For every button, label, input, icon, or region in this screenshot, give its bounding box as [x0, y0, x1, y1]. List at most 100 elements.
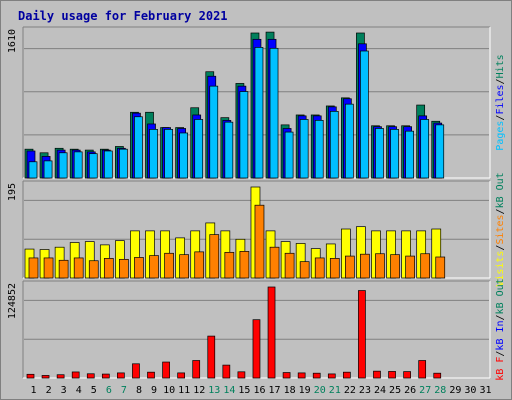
legend-separator: / [495, 245, 506, 251]
pages-bar [194, 119, 204, 179]
top-panel-legend-hits: Hits [495, 54, 506, 78]
middle-panel-legend-kb-out: kB Out [495, 172, 506, 208]
day-label: 2 [46, 385, 52, 396]
day-label: 27 [419, 385, 431, 396]
sites-bar [390, 254, 400, 279]
day-label: 6 [106, 385, 112, 396]
pages-bar [179, 132, 188, 179]
sites-bar [239, 251, 250, 279]
kb-f-bar [343, 371, 351, 379]
kb-f-bar [41, 375, 50, 379]
day-label: 30 [464, 385, 476, 396]
pages-bar [43, 160, 53, 179]
day-label: 10 [163, 385, 175, 396]
kb-f-bar [373, 370, 381, 379]
day-label: 3 [61, 385, 67, 396]
sites-bar [179, 254, 189, 279]
sites-bar [119, 258, 129, 279]
sites-bar [209, 234, 220, 279]
bottom-panel-max-label: 124852 [7, 283, 18, 319]
top-panel-legend-pages: Pages [495, 121, 506, 151]
pages-bar [405, 130, 414, 179]
top-panel-legend: Pages/Files/Hits [495, 54, 506, 150]
top-panel-max-label: 1610 [7, 29, 18, 53]
day-label: 22 [344, 385, 356, 396]
sites-bar [405, 255, 415, 279]
sites-bar [28, 257, 39, 279]
kb-f-bar [117, 372, 125, 379]
sites-bar [360, 253, 370, 279]
middle-panel-legend-visits: Visits [495, 251, 506, 287]
pages-bar [73, 151, 83, 179]
day-label: 13 [208, 385, 220, 396]
kb-f-bar [252, 319, 261, 379]
day-label: 1 [31, 385, 37, 396]
sites-bar [269, 246, 280, 279]
day-label: 19 [299, 385, 311, 396]
day-label: 20 [314, 385, 326, 396]
sites-bar [314, 257, 325, 279]
day-label: 4 [76, 385, 82, 396]
day-label: 5 [91, 385, 97, 396]
pages-bar [224, 121, 234, 179]
day-label: 28 [434, 385, 446, 396]
day-label: 31 [479, 385, 491, 396]
pages-bar [254, 47, 264, 179]
pages-bar [119, 148, 128, 179]
kb-f-bar [56, 374, 65, 379]
bottom-panel-legend-kb-in: kB In [495, 320, 506, 350]
kb-f-bar [267, 286, 276, 379]
sites-bar [73, 257, 84, 279]
legend-separator: / [495, 208, 506, 214]
pages-bar [103, 150, 113, 179]
middle-panel-max-label: 195 [7, 183, 18, 201]
kb-f-bar [358, 290, 366, 379]
pages-bar [134, 116, 143, 179]
sites-bar [420, 253, 431, 279]
middle-panel-legend: Visits/Sites/kB Out [495, 172, 506, 286]
legend-separator: / [495, 314, 506, 320]
sites-bar [164, 252, 174, 279]
day-label: 11 [178, 385, 190, 396]
middle-panel-legend-sites: Sites [495, 214, 506, 244]
sites-bar [103, 258, 114, 279]
chart-title: Daily usage for February 2021 [18, 9, 228, 23]
pages-bar [269, 47, 279, 179]
day-label: 25 [389, 385, 401, 396]
pages-bar [360, 50, 369, 179]
kb-f-bar [418, 360, 427, 379]
kb-f-bar [86, 373, 95, 379]
legend-separator: / [495, 115, 506, 121]
pages-bar [420, 119, 430, 179]
pages-bar [239, 91, 249, 179]
pages-bar [58, 152, 68, 179]
kb-f-bar [282, 372, 291, 379]
day-label: 26 [404, 385, 416, 396]
sites-bar [375, 253, 385, 279]
kb-f-bar [192, 360, 201, 379]
pages-bar [28, 161, 38, 179]
bottom-panel-legend-kb-out: kB Out [495, 278, 506, 314]
sites-bar [345, 255, 355, 279]
day-label: 21 [329, 385, 341, 396]
sites-bar [149, 255, 159, 279]
pages-bar [88, 153, 98, 179]
day-label: 12 [193, 385, 205, 396]
kb-f-bar [132, 363, 140, 379]
day-label: 9 [151, 385, 157, 396]
pages-bar [299, 119, 309, 179]
sites-bar [254, 204, 265, 279]
day-label: 23 [359, 385, 371, 396]
day-label: 7 [121, 385, 127, 396]
kb-f-bar [327, 373, 336, 379]
sites-bar [224, 251, 235, 279]
day-label: 15 [238, 385, 250, 396]
x-axis-labels: 1 2 3 4 5 6 7 8 9 10 11 12 13 14 15 16 17 18 19 20 21 22 23 24 2… [31, 385, 492, 396]
pages-bar [435, 124, 445, 179]
kb-f-bar [207, 335, 216, 379]
kb-f-bar [177, 372, 185, 379]
day-label: 29 [449, 385, 461, 396]
